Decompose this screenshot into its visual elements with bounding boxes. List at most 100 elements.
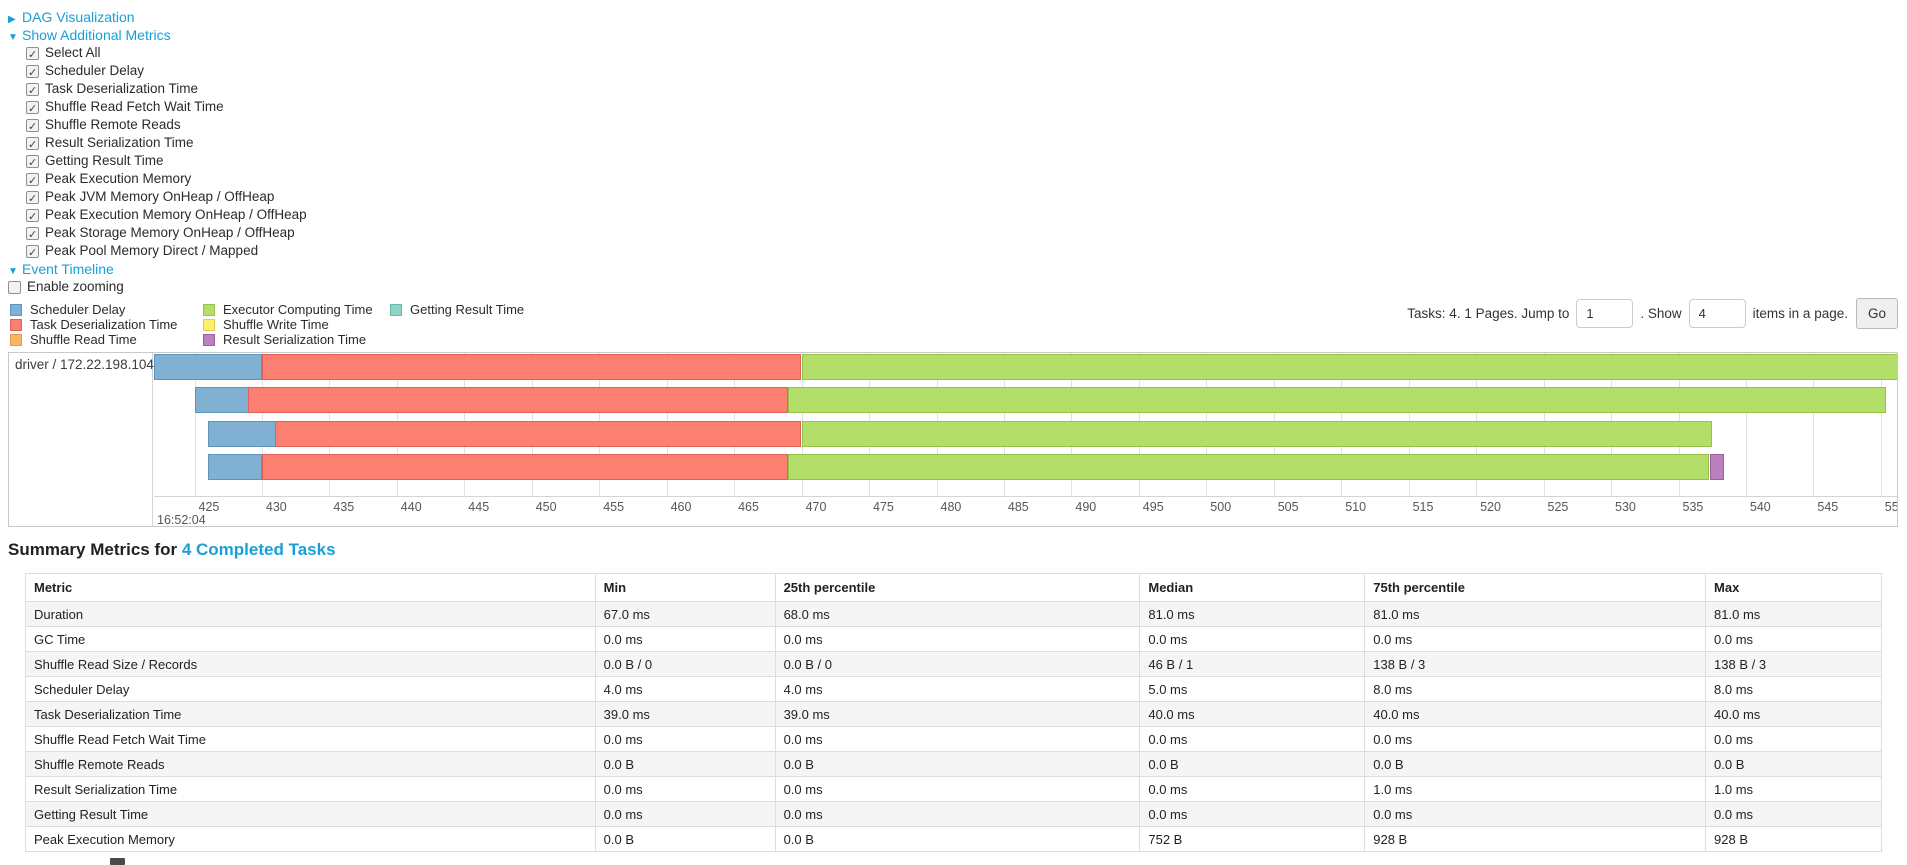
table-row: Shuffle Read Fetch Wait Time 0.0 ms 0.0 ms… (25, 726, 1882, 752)
axis-tick-label: 435 (333, 500, 355, 514)
task-pagination: Tasks: 4. 1 Pages. Jump to . Show items … (1407, 296, 1898, 330)
metric-checkbox-row: Peak Execution Memory (26, 170, 628, 190)
table-row: Shuffle Read Size / Records 0.0 B / 0 0.0 … (25, 651, 1882, 677)
metric-checkbox-row: Peak Storage Memory OnHeap / OffHeap (26, 224, 628, 244)
pagination-mid: . Show (1640, 305, 1682, 321)
metric-checkbox-label: Getting Result Time (45, 153, 164, 168)
metric-name-cell: GC Time (25, 626, 596, 652)
task-2-segment-task_deserialization[interactable] (248, 387, 788, 414)
metric-value-cell: 0.0 B (594, 826, 776, 852)
legend-label: Scheduler Delay (30, 302, 126, 317)
task-4-segment-result_serialization[interactable] (1709, 453, 1725, 480)
metric-checkbox-row: Shuffle Read Fetch Wait Time (26, 98, 628, 118)
metric-checkbox-5[interactable] (26, 136, 39, 154)
metric-checkbox-11[interactable] (26, 244, 39, 262)
metric-checkbox-label: Peak JVM Memory OnHeap / OffHeap (45, 189, 275, 204)
enable-zooming-checkbox[interactable] (8, 280, 21, 294)
task-1-segment-task_deserialization[interactable] (261, 354, 802, 380)
legend-item-getting_result: Getting Result Time (390, 302, 524, 317)
enable-zooming-label: Enable zooming (27, 279, 124, 294)
metric-checkbox-label: Peak Storage Memory OnHeap / OffHeap (45, 225, 295, 240)
column-header: Max (1705, 573, 1882, 602)
axis-tick-label: 440 (400, 500, 422, 514)
metric-checkbox-7[interactable] (26, 172, 39, 190)
task-4-segment-task_deserialization[interactable] (261, 453, 788, 480)
metric-value-cell: 1.0 ms (1705, 776, 1882, 802)
column-header: 75th percentile (1364, 573, 1707, 602)
metric-value-cell: 39.0 ms (774, 701, 1141, 727)
table-row: Scheduler Delay 4.0 ms 4.0 ms 5.0 ms 8.0 ms 8… (25, 676, 1882, 702)
metric-value-cell: 5.0 ms (1139, 676, 1366, 702)
legend-swatch-icon (203, 318, 215, 331)
legend-column-1: Scheduler Delay Task Deserialization Time… (10, 302, 177, 347)
axis-tick-label: 490 (1075, 500, 1097, 514)
task-2-segment-executor_computing[interactable] (788, 387, 1887, 414)
dag-visualization-label: DAG Visualization (22, 9, 135, 25)
metric-checkbox-8[interactable] (26, 190, 39, 208)
metric-value-cell: 752 B (1139, 826, 1366, 852)
legend-swatch-icon (10, 318, 22, 331)
show-additional-metrics-label: Show Additional Metrics (22, 27, 171, 43)
metric-checkbox-6[interactable] (26, 154, 39, 172)
dag-visualization-toggle[interactable]: ▶ DAG Visualization (8, 8, 628, 26)
jump-to-page-input[interactable] (1576, 298, 1634, 328)
task-1-segment-executor_computing[interactable] (801, 354, 1897, 380)
metric-value-cell: 138 B / 3 (1705, 651, 1882, 677)
completed-tasks-link[interactable]: 4 Completed Tasks (181, 540, 336, 559)
metric-value-cell: 8.0 ms (1364, 676, 1707, 702)
column-header: Metric (25, 573, 596, 602)
metric-value-cell: 0.0 ms (1139, 726, 1366, 752)
task-4-segment-scheduler_delay[interactable] (208, 453, 262, 480)
metric-checkbox-label: Shuffle Read Fetch Wait Time (45, 99, 224, 114)
metric-checkbox-row: Scheduler Delay (26, 62, 628, 82)
task-3-segment-task_deserialization[interactable] (275, 420, 802, 447)
metric-checkbox-3[interactable] (26, 100, 39, 118)
stage-controls: ▶ DAG Visualization ▼ Show Additional Metr… (8, 8, 628, 296)
metric-value-cell: 8.0 ms (1705, 676, 1882, 702)
metric-value-cell: 928 B (1705, 826, 1882, 852)
task-3-segment-scheduler_delay[interactable] (208, 420, 276, 447)
metric-checkbox-row: Select All (26, 44, 628, 64)
metric-value-cell: 81.0 ms (1705, 601, 1882, 627)
metric-checkbox-1[interactable] (26, 64, 39, 82)
show-additional-metrics-toggle[interactable]: ▼ Show Additional Metrics (8, 26, 628, 44)
event-timeline-toggle[interactable]: ▼ Event Timeline (8, 260, 628, 278)
metric-checkbox-9[interactable] (26, 208, 39, 226)
gridline (1813, 353, 1815, 496)
timeline-plot-area (154, 353, 1897, 496)
event-timeline-chart: driver / 172.22.198.104 16:52:04 425 430 4… (8, 352, 1898, 527)
metric-value-cell: 40.0 ms (1705, 701, 1882, 727)
pagination-prefix: Tasks: 4. 1 Pages. Jump to (1407, 305, 1570, 321)
metric-checkbox-row: Peak Pool Memory Direct / Mapped (26, 242, 628, 262)
metric-checkbox-10[interactable] (26, 226, 39, 244)
axis-major-time-label: 16:52:04 (157, 513, 206, 526)
metric-checkbox-4[interactable] (26, 118, 39, 136)
metric-value-cell: 0.0 ms (594, 801, 776, 827)
metric-value-cell: 0.0 B (774, 751, 1141, 777)
metric-checkbox-label: Task Deserialization Time (45, 81, 199, 96)
metric-value-cell: 0.0 ms (1139, 776, 1366, 802)
metric-value-cell: 0.0 B (1139, 751, 1366, 777)
task-2-segment-scheduler_delay[interactable] (194, 387, 249, 414)
metric-checkbox-row: Getting Result Time (26, 152, 628, 172)
metric-checkbox-2[interactable] (26, 82, 39, 100)
axis-tick-label: 505 (1277, 500, 1299, 514)
metric-checkbox-label: Peak Pool Memory Direct / Mapped (45, 243, 259, 258)
metric-checkbox-label: Scheduler Delay (45, 63, 145, 78)
metric-checkbox-row: Result Serialization Time (26, 134, 628, 154)
column-header: Median (1139, 573, 1366, 602)
table-row: Shuffle Remote Reads 0.0 B 0.0 B 0.0 B 0.0 B… (25, 751, 1882, 777)
go-button[interactable]: Go (1855, 297, 1898, 329)
items-per-page-input[interactable] (1688, 298, 1746, 328)
metric-value-cell: 46 B / 1 (1139, 651, 1366, 677)
metric-value-cell: 0.0 B / 0 (774, 651, 1141, 677)
metric-name-cell: Result Serialization Time (25, 776, 596, 802)
task-4-segment-executor_computing[interactable] (788, 453, 1710, 480)
task-1-segment-scheduler_delay[interactable] (154, 354, 262, 380)
metric-checkbox-0[interactable] (26, 46, 39, 64)
metric-value-cell: 0.0 ms (774, 626, 1141, 652)
task-3-segment-executor_computing[interactable] (801, 420, 1713, 447)
column-header: 25th percentile (774, 573, 1141, 602)
expanded-arrow-icon: ▼ (8, 32, 18, 43)
metric-value-cell: 0.0 ms (774, 726, 1141, 752)
